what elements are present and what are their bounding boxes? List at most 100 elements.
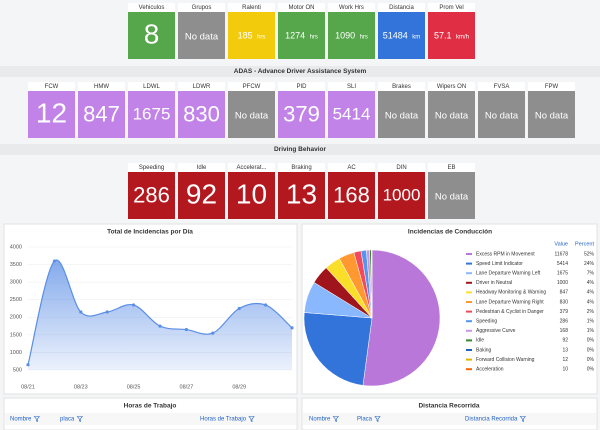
tile-number: 12 <box>36 98 67 129</box>
section-title: ADAS - Advance Driver Assistance System <box>234 68 367 75</box>
tile <box>178 172 225 219</box>
legend-value: 847 <box>560 290 569 296</box>
tile-header <box>178 3 225 12</box>
tile-number: 1675 <box>133 105 171 124</box>
tile-value: 8 <box>144 19 160 50</box>
legend-percent: 0% <box>587 367 595 373</box>
tile-label: Brakes <box>392 84 411 90</box>
y-tick-label: 3500 <box>10 262 22 268</box>
tile <box>378 172 425 219</box>
filter-icon[interactable] <box>519 416 526 423</box>
tile-label: Braking <box>291 165 311 171</box>
table-title: Horas de Trabajo <box>124 403 177 410</box>
tile-header <box>128 82 175 91</box>
column-header[interactable]: placa <box>60 417 75 423</box>
section-band <box>0 144 600 155</box>
column-header[interactable]: Nombre <box>10 417 32 423</box>
tile <box>528 91 575 138</box>
filter-icon[interactable] <box>76 416 83 423</box>
tile-value: No data <box>435 191 469 202</box>
legend-header: Percent <box>575 241 594 247</box>
legend-value: 1675 <box>557 271 568 277</box>
tile-number: No data <box>185 31 219 42</box>
tile-header <box>328 163 375 172</box>
column-header[interactable]: Nombre <box>309 417 331 423</box>
filter-icon[interactable] <box>332 416 339 423</box>
tile-label: Speeding <box>139 165 164 171</box>
tile <box>328 12 375 59</box>
legend-value: 830 <box>560 299 569 305</box>
tile-number: No data <box>385 110 419 121</box>
table-title: Distancia Recorrida <box>418 403 479 410</box>
tile-value: 847 <box>83 101 120 126</box>
tile <box>278 91 325 138</box>
tile-value: 1000 <box>383 186 421 205</box>
tile-value: 57.1 km/h <box>434 28 469 45</box>
filter-icon[interactable] <box>33 416 40 423</box>
legend-value: 11678 <box>554 251 568 257</box>
tile-label: Vehiculos <box>139 5 165 11</box>
legend-entry: Pedestrian & Cyclist in Danger <box>476 309 544 315</box>
y-tick-label: 2000 <box>10 315 22 321</box>
tile-label: FCW <box>45 84 59 90</box>
point <box>52 259 57 263</box>
column-header[interactable]: Distancia Recorrida <box>465 417 518 423</box>
tile-label: LDWL <box>143 84 160 90</box>
tile <box>328 172 375 219</box>
tile-number: 5414 <box>333 105 371 124</box>
tile-number: 1090 <box>335 31 355 41</box>
tile-label: Wipers ON <box>437 84 466 90</box>
tile-value: No data <box>235 110 269 121</box>
legend-value: 1000 <box>557 280 568 286</box>
tile-header <box>228 82 275 91</box>
tile-value: 1274 hrs <box>285 28 318 45</box>
tile-unit: km/h <box>456 34 469 40</box>
tile-unit: hrs <box>360 34 368 40</box>
tile-header <box>278 163 325 172</box>
x-tick-label: 08/29 <box>232 384 246 390</box>
y-tick-label: 3000 <box>10 280 22 286</box>
column-header[interactable]: Horas de Trabajo <box>200 417 247 423</box>
tile-label: Grupos <box>192 5 212 11</box>
point <box>264 303 268 307</box>
tile-header <box>78 82 125 91</box>
tile-value: 185 hrs <box>238 28 266 45</box>
column-header[interactable]: Placa <box>357 417 373 423</box>
tile-value: 168 <box>333 182 370 207</box>
point <box>290 326 294 330</box>
legend-entry: Acceleration <box>476 367 504 373</box>
y-tick-label: 1000 <box>10 350 22 356</box>
legend-percent: 24% <box>584 261 595 267</box>
legend-percent: 4% <box>587 280 595 286</box>
tile-value: 379 <box>283 101 320 126</box>
section-band <box>0 66 600 77</box>
table-header-row <box>303 413 596 425</box>
tile-value: 12 <box>36 98 67 129</box>
tile-label: Motor ON <box>288 5 314 11</box>
filter-icon[interactable] <box>248 416 255 423</box>
tile-value: 92 <box>186 179 217 210</box>
table-header-row <box>5 413 296 425</box>
point <box>26 363 30 367</box>
x-tick-label: 08/25 <box>127 384 141 390</box>
filter-icon[interactable] <box>374 416 381 423</box>
chart-title: Total de Incidencias por Día <box>107 229 193 236</box>
y-tick-label: 1500 <box>10 332 22 338</box>
legend-entry: Speed Limit Indicator <box>476 261 523 267</box>
y-tick-label: 2500 <box>10 297 22 303</box>
tile-header <box>178 163 225 172</box>
tile-header <box>228 3 275 12</box>
tile-label: Prom Vel <box>439 5 463 11</box>
tile-number: No data <box>435 191 469 202</box>
legend-entry: Headway Monitoring & Warning <box>476 290 546 296</box>
tile-value: No data <box>435 110 469 121</box>
pie-slice <box>303 312 373 386</box>
tile-number: No data <box>535 110 569 121</box>
tile <box>128 91 175 138</box>
tile-header <box>228 163 275 172</box>
point <box>158 324 162 328</box>
tile-header <box>28 82 75 91</box>
tile-label: Accelerat... <box>236 165 266 171</box>
tile <box>128 12 175 59</box>
